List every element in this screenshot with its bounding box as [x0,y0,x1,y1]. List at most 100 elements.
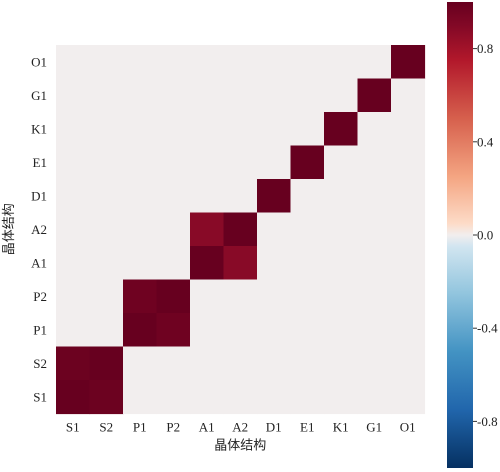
heatmap-cell [324,45,359,80]
heatmap-cell [324,179,359,214]
heatmap-cell [123,112,158,147]
heatmap-cell [290,145,325,180]
heatmap-cell [89,78,124,113]
heatmap-cell [190,246,225,281]
y-tick-label: S2 [33,356,47,371]
heatmap-cell [56,112,91,147]
heatmap-cells [56,45,426,415]
heatmap-cell [357,346,392,381]
heatmap-cell [123,45,158,80]
heatmap-cell [190,313,225,348]
heatmap-cell [89,145,124,180]
y-tick-label: P2 [33,289,47,304]
heatmap-cell [324,313,359,348]
heatmap-cell [123,78,158,113]
heatmap-cell [56,380,91,415]
heatmap-cell [56,45,91,80]
heatmap-cell [123,145,158,180]
heatmap-cell [156,279,191,314]
heatmap-cell [257,346,292,381]
heatmap-cell [123,179,158,214]
heatmap-cell [257,78,292,113]
heatmap-cell [257,179,292,214]
heatmap-cell [357,212,392,247]
heatmap-cell [357,380,392,415]
y-tick-label: S1 [33,389,47,404]
colorbar-tick-label: 0.8 [477,41,493,56]
heatmap-cell [290,78,325,113]
heatmap-cell [324,346,359,381]
y-tick-label: A1 [31,255,47,270]
x-axis-label: 晶体结构 [214,439,266,454]
x-tick-labels: S1 S2 P1 P2 A1 A2 D1 E1 K1 G1 O1 [66,420,416,435]
heatmap-cell [156,380,191,415]
heatmap-cell [290,112,325,147]
heatmap-cell [156,212,191,247]
heatmap-cell [257,212,292,247]
heatmap-cell [257,145,292,180]
heatmap-cell [290,380,325,415]
heatmap-cell [391,212,426,247]
heatmap-cell [190,212,225,247]
heatmap-cell [391,246,426,281]
heatmap-cell [391,45,426,80]
heatmap-cell [123,313,158,348]
heatmap-cell [56,279,91,314]
heatmap-cell [190,78,225,113]
heatmap-cell [190,346,225,381]
heatmap-cell [290,279,325,314]
y-tick-label: O1 [31,54,47,69]
x-tick-label: S2 [99,420,113,435]
heatmap-cell [290,313,325,348]
x-tick-label: P1 [133,420,147,435]
heatmap-cell [123,212,158,247]
heatmap-cell [89,45,124,80]
heatmap-cell [190,145,225,180]
heatmap-cell [156,78,191,113]
heatmap-cell [324,246,359,281]
heatmap-cell [391,179,426,214]
heatmap-cell [257,246,292,281]
heatmap-cell [223,380,258,415]
heatmap-cell [123,279,158,314]
heatmap-cell [391,313,426,348]
heatmap-cell [223,45,258,80]
heatmap-cell [324,112,359,147]
heatmap-cell [357,78,392,113]
heatmap-cell [56,145,91,180]
heatmap-cell [89,179,124,214]
heatmap-cell [324,279,359,314]
heatmap-cell [357,313,392,348]
x-tick-label: A2 [232,420,248,435]
heatmap-cell [357,246,392,281]
heatmap-cell [123,346,158,381]
heatmap-cell [223,246,258,281]
y-tick-labels: O1 G1 K1 E1 D1 A2 A1 P2 P1 S2 S1 [31,54,47,404]
heatmap-cell [190,112,225,147]
heatmap-cell [156,313,191,348]
heatmap-cell [391,279,426,314]
heatmap-cell [56,246,91,281]
heatmap-cell [89,380,124,415]
heatmap-cell [391,380,426,415]
heatmap-cell [290,45,325,80]
x-tick-label: O1 [400,420,416,435]
heatmap-cell [357,112,392,147]
heatmap-cell [324,145,359,180]
colorbar-tick-label: 0.4 [477,134,494,149]
x-tick-label: G1 [366,420,382,435]
heatmap-cell [357,179,392,214]
x-tick-label: E1 [300,420,314,435]
heatmap-cell [290,179,325,214]
y-tick-label: D1 [31,188,47,203]
heatmap-cell [123,246,158,281]
colorbar [447,2,473,468]
heatmap-cell [223,346,258,381]
heatmap-cell [223,112,258,147]
heatmap-cell [156,246,191,281]
y-tick-label: G1 [31,88,47,103]
heatmap-cell [89,279,124,314]
y-tick-label: P1 [33,322,47,337]
heatmap-cell [156,45,191,80]
